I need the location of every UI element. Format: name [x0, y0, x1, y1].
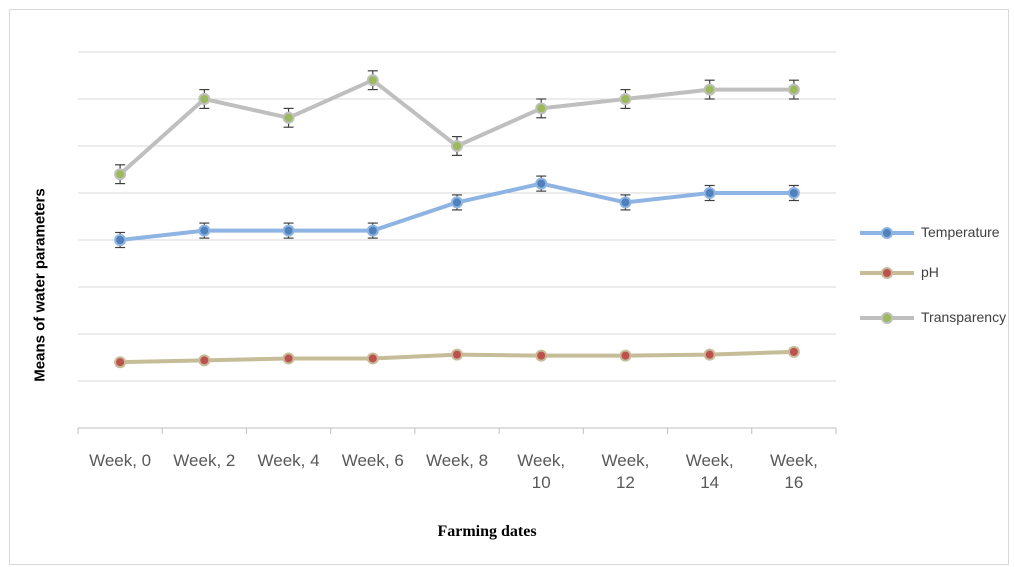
data-point-temperature-1 [198, 224, 211, 237]
legend-item-transparency: Transparency [860, 309, 1015, 328]
x-tick-label-6: Week, 12 [601, 451, 650, 492]
legend-swatch-marker-ph [881, 267, 893, 279]
data-point-temperature-5 [535, 177, 548, 190]
data-point-ph-0 [114, 356, 127, 369]
legend-label-temperature: Temperature [921, 224, 1000, 240]
data-point-transparency-0 [114, 168, 127, 181]
data-point-transparency-3 [366, 74, 379, 87]
x-tick-label-0: Week, 0 [89, 451, 152, 470]
data-point-transparency-8 [787, 83, 800, 96]
data-point-transparency-1 [198, 93, 211, 105]
legend-label-ph: pH [921, 264, 939, 280]
legend-label-transparency: Transparency [921, 309, 1007, 325]
data-point-temperature-0 [114, 234, 127, 246]
data-point-transparency-6 [619, 93, 632, 105]
data-point-ph-7 [703, 348, 716, 361]
x-tick-label-3: Week, 6 [341, 451, 404, 470]
data-point-transparency-4 [451, 140, 463, 152]
data-point-transparency-2 [282, 111, 295, 124]
data-point-ph-2 [282, 352, 295, 365]
data-point-temperature-8 [787, 187, 800, 199]
data-point-ph-8 [787, 345, 800, 358]
data-point-ph-6 [619, 349, 632, 362]
data-point-ph-1 [198, 354, 211, 367]
x-tick-label-5: Week, 10 [517, 451, 566, 492]
data-point-temperature-7 [703, 187, 716, 199]
data-point-temperature-3 [366, 224, 379, 237]
data-point-transparency-5 [535, 102, 548, 115]
legend-swatch-marker-temperature [881, 227, 893, 239]
data-point-ph-4 [451, 348, 463, 361]
x-tick-label-8: Week, 16 [769, 451, 818, 492]
legend-item-ph: pH [860, 264, 1015, 283]
x-tick-label-1: Week, 2 [173, 451, 236, 470]
data-point-transparency-7 [703, 83, 716, 96]
series-line-temperature [118, 181, 796, 242]
data-point-ph-5 [535, 349, 548, 362]
y-axis-label: Means of water parameters [31, 188, 49, 382]
data-point-ph-3 [366, 352, 379, 365]
x-axis-label: Farming dates [437, 523, 537, 540]
data-point-temperature-4 [451, 196, 463, 209]
series-line-transparency [118, 78, 796, 177]
x-tick-label-4: Week, 8 [425, 451, 489, 470]
x-tick-label-2: Week, 4 [257, 451, 320, 470]
legend-item-temperature: Temperature [860, 224, 1015, 243]
data-point-temperature-6 [619, 196, 632, 209]
x-tick-label-7: Week, 14 [685, 451, 734, 492]
data-point-temperature-2 [282, 224, 295, 237]
legend-swatch-marker-transparency [881, 312, 893, 324]
